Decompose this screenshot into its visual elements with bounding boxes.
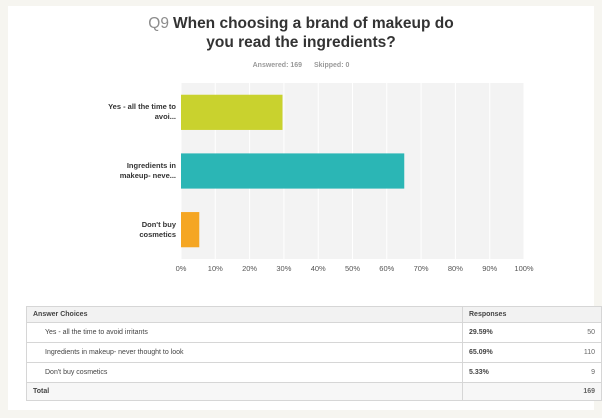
bar xyxy=(181,94,283,130)
category-label: Ingredients in makeup- neve... xyxy=(119,161,176,180)
skipped-count: Skipped: 0 xyxy=(313,62,350,69)
table-row: Don't buy cosmetics 5.33% 9 xyxy=(26,362,602,383)
answer-choice: Don't buy cosmetics xyxy=(26,362,463,383)
response-percent: 65.09% xyxy=(462,342,529,363)
responses-header: Responses xyxy=(462,306,602,323)
answer-choices-header: Answer Choices xyxy=(26,306,463,323)
total-label: Total xyxy=(26,382,463,401)
response-percent: 29.59% xyxy=(462,322,529,343)
x-tick-label: 50% xyxy=(345,264,360,273)
x-tick-label: 70% xyxy=(414,264,429,273)
answer-choice: Yes - all the time to avoid irritants xyxy=(26,322,463,343)
answered-count: Answered: 169 xyxy=(252,62,303,69)
total-row: Total 169 xyxy=(26,382,602,401)
response-count: 9 xyxy=(529,362,602,383)
x-tick-label: 10% xyxy=(208,264,223,273)
question-number: Q9 xyxy=(148,15,169,32)
category-label-box: Don't buy cosmetics xyxy=(139,219,176,239)
responses-table: Answer Choices Responses Yes - all the t… xyxy=(26,306,602,401)
x-tick-label: 90% xyxy=(482,264,497,273)
response-percent: 5.33% xyxy=(462,362,529,383)
table-row: Ingredients in makeup- never thought to … xyxy=(26,342,602,363)
question-title-line1: When choosing a brand of makeup do xyxy=(172,15,454,32)
answer-choice: Ingredients in makeup- never thought to … xyxy=(26,342,463,363)
category-label-box: Yes - all the time to avoi... xyxy=(108,102,176,122)
table-row: Yes - all the time to avoid irritants 29… xyxy=(26,322,602,343)
category-label-box: Ingredients in makeup- neve... xyxy=(119,161,176,180)
bar-chart: Yes - all the time to avoi... Ingredients… xyxy=(108,83,534,273)
total-spacer xyxy=(462,382,529,401)
category-label: Yes - all the time to avoi... xyxy=(108,102,176,122)
bar xyxy=(181,212,200,248)
x-tick-label: 0% xyxy=(176,264,187,273)
table-header-row: Answer Choices Responses xyxy=(26,306,602,323)
x-tick-label: 80% xyxy=(448,264,463,273)
total-count: 169 xyxy=(529,382,602,401)
response-count: 50 xyxy=(529,322,602,343)
x-tick-label: 100% xyxy=(514,264,534,273)
x-tick-label: 30% xyxy=(276,264,291,273)
question-title: Q9 When choosing a brand of makeup do you… xyxy=(0,14,602,52)
x-tick-label: 60% xyxy=(379,264,394,273)
x-tick-label: 40% xyxy=(311,264,326,273)
bar xyxy=(181,153,405,189)
x-tick-label: 20% xyxy=(242,264,257,273)
response-stats: Answered: 169 Skipped: 0 xyxy=(0,62,602,69)
category-label: Don't buy cosmetics xyxy=(139,219,176,239)
response-count: 110 xyxy=(529,342,602,363)
question-title-line2: you read the ingredients? xyxy=(206,34,396,51)
